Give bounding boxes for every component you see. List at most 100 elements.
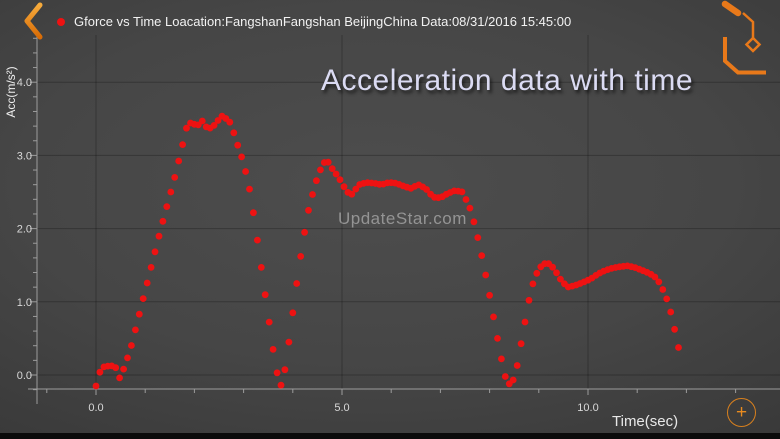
x-tick-label: 0.0 [88,402,103,414]
y-tick-label: 4.0 [17,77,32,89]
data-point [533,269,541,277]
data-point [549,263,556,271]
data-point [317,166,324,174]
data-point [474,234,482,242]
data-point [281,366,289,374]
data-point [214,117,222,124]
data-point [242,168,250,175]
data-point [151,248,159,256]
data-point [120,365,127,373]
data-point [124,354,131,362]
y-tick-label: 2.0 [17,224,32,236]
data-point [127,342,135,349]
data-point [309,191,316,198]
data-point [112,364,120,372]
data-point [234,141,242,149]
data-point [332,170,340,178]
data-point [265,318,273,326]
back-button[interactable] [22,2,48,42]
data-point [175,157,183,165]
data-point [553,269,560,277]
data-point [96,368,104,376]
data-point [139,295,147,302]
data-point [147,264,155,271]
data-point [269,346,277,353]
data-point [293,280,301,287]
data-point [301,228,308,236]
logo-pen-icon [721,0,742,17]
data-point [254,236,261,244]
data-point [423,186,430,193]
logo-line-icon [742,12,755,38]
data-point [494,335,501,342]
data-point [498,355,505,363]
data-point [486,291,493,299]
data-point [246,185,253,193]
data-point [482,271,490,279]
y-tick-label: 3.0 [17,150,32,162]
data-point [261,291,269,299]
logo-bracket-icon [723,37,766,75]
data-point [667,308,675,316]
data-point [675,344,682,351]
data-point [257,264,265,271]
y-axis-label: Acc(m/s²) [4,66,18,118]
data-point [289,309,297,317]
data-point [470,218,478,226]
data-point [273,369,281,377]
data-point [250,209,257,217]
data-point [305,206,312,214]
data-point [116,374,123,382]
data-point [328,165,336,173]
data-point [230,129,238,137]
data-point [490,313,497,321]
data-point [183,124,190,132]
watermark: UpdateStar.com [338,209,467,228]
y-tick-label: 1.0 [17,297,32,309]
data-point [171,174,179,181]
data-point [348,190,356,198]
data-point [159,217,167,225]
data-point [198,117,206,125]
app-logo [721,0,766,75]
data-point [313,177,320,185]
data-point [521,318,529,326]
data-point [671,325,678,333]
data-point [655,278,663,286]
chevron-left-icon [24,2,43,40]
page-title: Acceleration data with time [321,64,694,97]
data-point [659,286,667,293]
x-axis-label: Time(sec) [612,413,679,430]
data-point [167,188,175,196]
data-point [352,185,360,193]
data-point [155,232,163,240]
x-tick-label: 5.0 [334,402,349,414]
data-point [336,176,344,184]
plus-button[interactable]: + [727,398,756,427]
data-point [226,118,234,126]
data-point [340,183,348,191]
data-point [466,204,474,212]
logo-diamond-icon [744,36,762,53]
data-point [557,275,564,283]
data-point [462,196,470,203]
legend-label: Gforce vs Time Loacation:FangshanFangsha… [74,14,572,29]
data-point [525,296,533,304]
data-point [143,279,151,287]
data-point [135,310,143,318]
data-point [179,141,187,149]
data-point [210,122,218,129]
bottom-bar [0,433,780,439]
legend-marker-icon [57,18,65,26]
data-point [277,381,285,389]
data-point [513,362,521,369]
data-point [478,252,486,259]
y-tick-label: 0.0 [17,370,32,382]
data-point [238,153,246,161]
data-point [92,382,100,390]
data-point [501,373,509,380]
data-point [285,338,293,346]
data-point [509,376,517,384]
